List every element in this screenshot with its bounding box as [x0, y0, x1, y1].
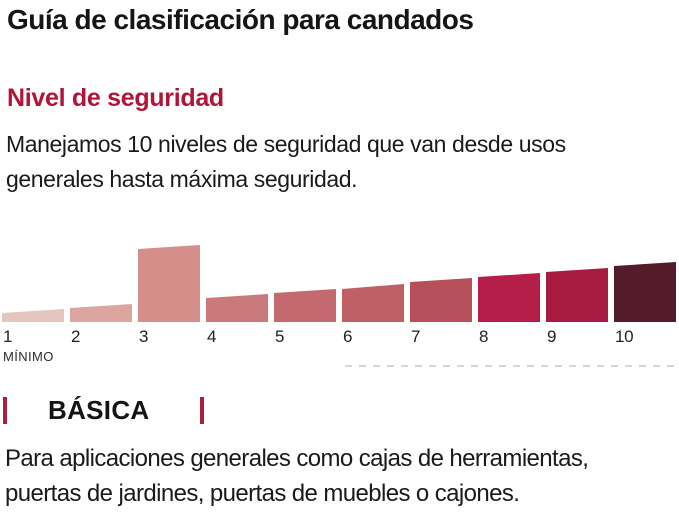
level-bar-1	[2, 309, 64, 322]
level-bar-6	[342, 284, 404, 322]
category-description: Para aplicaciones generales como cajas d…	[5, 441, 589, 511]
category-label: BÁSICA	[48, 395, 150, 425]
security-level-chart: 1 2 3 4 5 6 7 8 9 10 MÍNIMO	[2, 240, 679, 380]
category-description-line-1: Para aplicaciones generales como cajas d…	[5, 445, 589, 472]
range-tick-right	[200, 397, 204, 424]
level-bar-5	[274, 289, 336, 322]
security-level-description: Manejamos 10 niveles de seguridad que va…	[6, 127, 566, 197]
category-range-row: BÁSICA	[0, 395, 679, 427]
level-number-1: 1	[3, 327, 13, 346]
level-number-2: 2	[71, 327, 81, 346]
description-line-2: generales hasta máxima seguridad.	[6, 166, 358, 192]
dashed-divider	[345, 365, 679, 367]
level-number-5: 5	[275, 327, 285, 346]
level-number-9: 9	[547, 327, 557, 346]
level-bar-4	[206, 294, 268, 322]
security-level-heading: Nivel de seguridad	[7, 84, 224, 112]
level-bars-svg	[2, 245, 676, 322]
level-numbers: 1 2 3 4 5 6 7 8 9 10	[2, 327, 677, 347]
level-bar-8	[478, 273, 540, 322]
level-number-10: 10	[615, 327, 634, 346]
level-number-6: 6	[343, 327, 353, 346]
level-bar-9	[546, 268, 608, 322]
level-number-8: 8	[479, 327, 489, 346]
level-bar-3	[138, 245, 200, 322]
level-bar-7	[410, 278, 472, 322]
level-bar-2	[70, 304, 132, 322]
range-tick-left	[3, 397, 7, 424]
level-number-4: 4	[207, 327, 217, 346]
level-number-3: 3	[139, 327, 149, 346]
description-line-1: Manejamos 10 niveles de seguridad que va…	[6, 131, 566, 157]
level-bar-10	[614, 262, 676, 322]
level-number-7: 7	[411, 327, 421, 346]
minimum-axis-label: MÍNIMO	[3, 349, 54, 364]
page-title: Guía de clasificación para candados	[7, 4, 474, 35]
category-description-line-2: puertas de jardines, puertas de muebles …	[5, 480, 520, 507]
